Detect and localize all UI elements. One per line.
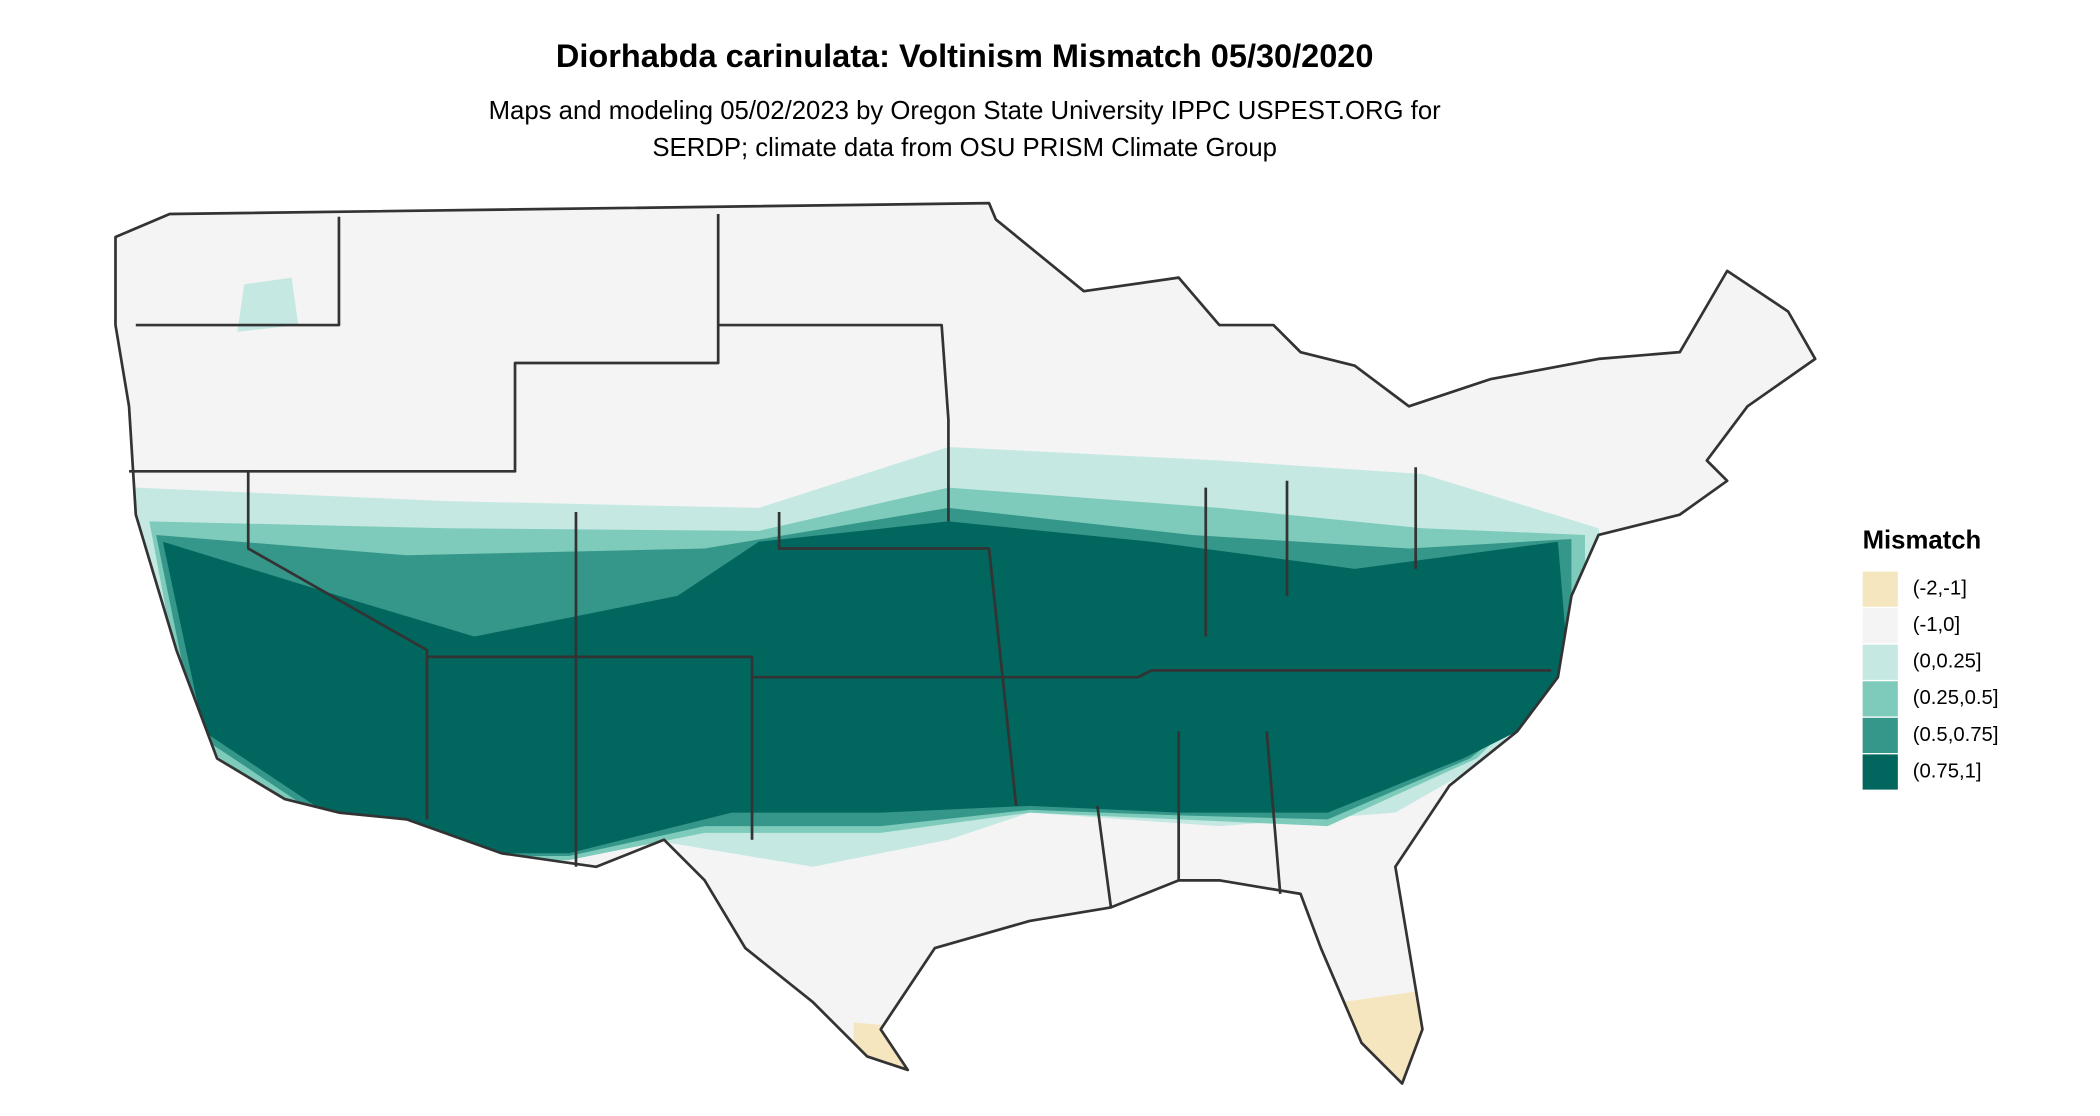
- region-fill: [162, 521, 1572, 854]
- legend-swatch: [1862, 754, 1898, 790]
- state-borders: [114, 201, 1817, 1085]
- state-border: [135, 216, 341, 327]
- state-border: [129, 213, 720, 473]
- legend-swatch: [1862, 608, 1898, 644]
- legend-swatch: [1862, 571, 1898, 607]
- legend: (-2,-1] (-1,0] (0,0.25] (0.25,0.5] (0.5,0.75…: [1862, 571, 1999, 790]
- legend-label: (0.5,0.75]: [1913, 724, 1999, 746]
- map-subtitle: SERDP; climate data from OSU PRISM Clima…: [652, 134, 1277, 162]
- us-outline: [114, 201, 1817, 1085]
- state-border: [1096, 805, 1113, 908]
- legend-label: (0.75,1]: [1913, 760, 1982, 782]
- state-border: [426, 655, 754, 840]
- legend-label: (0.25,0.5]: [1913, 687, 1999, 709]
- state-border: [1265, 731, 1282, 894]
- state-border: [718, 323, 950, 522]
- legend-label: (0,0.25]: [1913, 651, 1982, 673]
- legend-swatch: [1862, 644, 1898, 680]
- legend-title: Mismatch: [1863, 527, 1982, 555]
- legend-label: (-1,0]: [1913, 614, 1960, 636]
- legend-swatch: [1862, 717, 1898, 754]
- us-map: [115, 203, 1816, 1084]
- region-fill: [237, 277, 299, 332]
- legend-swatch: [1862, 681, 1898, 717]
- region-fill: [853, 1022, 935, 1084]
- state-border: [246, 471, 429, 820]
- region-fill: [1341, 988, 1436, 1084]
- map-subtitle: Maps and modeling 05/02/2023 by Oregon S…: [489, 97, 1441, 125]
- legend-label: (-2,-1]: [1913, 578, 1967, 600]
- map-title: Diorhabda carinulata: Voltinism Mismatch…: [556, 38, 1374, 74]
- state-border: [752, 675, 1018, 806]
